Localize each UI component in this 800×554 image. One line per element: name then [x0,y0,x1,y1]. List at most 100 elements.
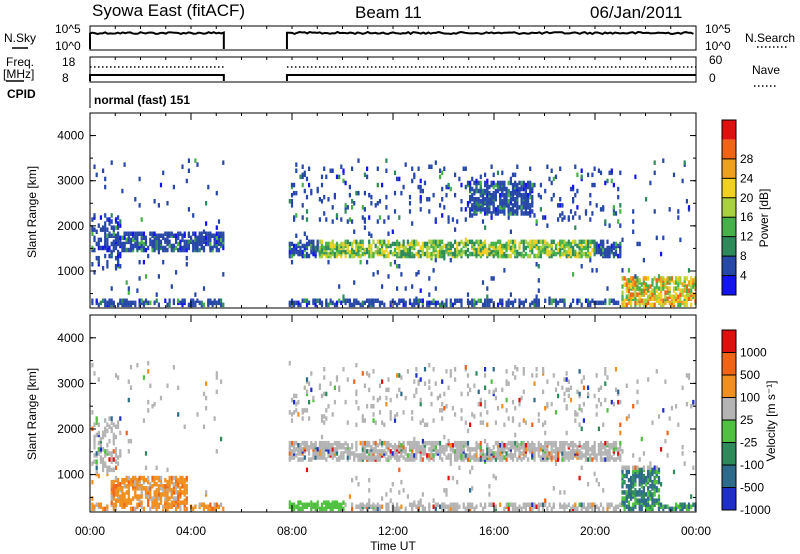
heatmap-cell [127,379,130,384]
heatmap-cell [428,300,431,306]
heatmap-cell [621,237,624,243]
heatmap-cell [290,449,294,454]
heatmap-cell [333,500,336,505]
freq-panel-frame [89,56,697,83]
heatmap-cell [679,288,682,293]
heatmap-cell [492,209,495,214]
heatmap-cell [436,300,439,306]
heatmap-cell [213,502,216,507]
heatmap-cell [464,440,467,446]
heatmap-cell [443,488,446,493]
heatmap-cell [327,500,330,505]
heatmap-cell [142,475,145,481]
heatmap-cell [385,451,388,456]
heatmap-cell [415,373,418,378]
heatmap-cell [460,298,463,303]
heatmap-cell [172,482,175,487]
heatmap-cell [129,438,133,444]
heatmap-cell [325,408,328,413]
heatmap-cell [490,502,493,507]
heatmap-cell [614,387,618,393]
heatmap-cell [447,438,450,444]
heatmap-cell [91,225,94,230]
heatmap-cell [372,418,375,423]
heatmap-cell [593,239,596,245]
heatmap-cell [406,239,409,245]
heatmap-cell [423,367,427,372]
heatmap-cell [372,272,375,277]
heatmap-cell [220,298,223,303]
heatmap-cell [653,475,656,481]
heatmap-cell [492,389,495,395]
heatmap-cell [589,257,592,263]
heatmap-cell [561,217,564,222]
heatmap-cell [514,406,517,411]
heatmap-cell [484,453,487,458]
heatmap-cell [524,186,527,192]
heatmap-cell [473,383,476,388]
heatmap-cell [630,276,633,281]
heatmap-cell [293,190,296,196]
heatmap-cell [121,235,124,241]
heatmap-cell [524,211,527,216]
heatmap-cell [496,184,500,190]
heatmap-cell [385,457,388,462]
heatmap-cell [533,298,536,303]
heatmap-cell [599,170,603,176]
heatmap-cell [348,447,351,452]
heatmap-cell [288,445,291,450]
heatmap-cell [649,484,652,489]
heatmap-cell [529,213,532,218]
heatmap-cell [685,199,688,204]
heatmap-cell [97,223,100,228]
heatmap-cell [127,397,130,403]
heatmap-cell [565,430,568,436]
heatmap-cell [499,451,502,456]
heatmap-cell [494,241,497,247]
heatmap-cell [477,298,480,303]
heatmap-cell [162,492,165,497]
heatmap-cell [303,298,306,303]
heatmap-cell [685,373,688,378]
heatmap-cell [106,233,109,238]
heatmap-cell [310,249,313,255]
heatmap-cell [430,453,433,458]
heatmap-cell [396,245,399,251]
heatmap-cell [344,203,347,208]
heatmap-cell [93,422,96,427]
heatmap-cell [617,389,620,395]
heatmap-cell [479,184,482,190]
heatmap-cell [554,410,558,415]
heatmap-cell [683,276,686,281]
heatmap-cell [404,300,407,306]
heatmap-cell [361,418,364,423]
heatmap-cell [308,399,311,405]
heatmap-cell [97,447,100,452]
heatmap-cell [142,418,145,423]
heatmap-cell [205,381,208,386]
heatmap-cell [612,205,615,210]
heatmap-cell [449,443,452,448]
heatmap-cell [484,249,487,255]
heatmap-cell [490,276,493,281]
heatmap-cell [318,506,321,512]
heatmap-cell [192,302,195,308]
colorbar-tick-label: 100 [740,391,760,405]
heatmap-cell [507,180,510,186]
heatmap-cell [314,440,317,446]
heatmap-cell [162,504,165,509]
heatmap-cell [685,296,688,301]
heatmap-cell [170,231,173,236]
heatmap-cell [524,298,527,303]
heatmap-cell [181,500,184,505]
heatmap-cell [477,245,480,251]
heatmap-cell [471,213,474,218]
heatmap-cell [537,412,540,417]
heatmap-cell [303,188,306,194]
heatmap-cell [295,233,298,238]
heatmap-cell [378,395,382,401]
heatmap-cell [687,502,691,507]
heatmap-cell [580,168,583,173]
heatmap-cell [129,365,133,370]
heatmap-cell [370,504,373,509]
